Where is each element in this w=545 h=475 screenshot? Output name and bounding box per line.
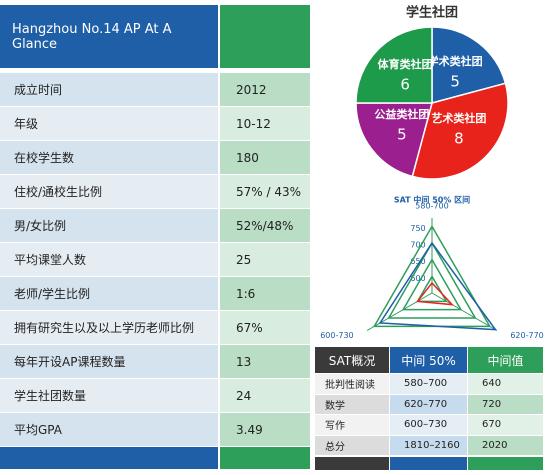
row-label: 成立时间: [0, 73, 218, 106]
axis-label: 580-700: [415, 202, 448, 211]
footer-bar: [220, 447, 310, 469]
row-label: 男/女比例: [0, 209, 218, 242]
slice-label: 公益类社团: [374, 107, 429, 121]
sat-header: 中间 50%: [390, 347, 467, 373]
sat-header: 中间值: [468, 347, 543, 373]
pie-slice: [355, 26, 433, 104]
footer-bar: [468, 457, 543, 470]
r-tick-label: 600: [410, 274, 425, 283]
pie-slice: [355, 102, 433, 178]
row-label: 年级: [0, 107, 218, 140]
sat-cell: 写作: [315, 415, 389, 435]
sat-cell: 600–730: [390, 415, 467, 435]
slice-value: 6: [400, 76, 410, 94]
footer-bar: [0, 447, 218, 469]
row-label: 拥有研究生以及以上学历老师比例: [0, 311, 218, 344]
row-value: 52%/48%: [220, 209, 310, 242]
radar-series: [378, 241, 498, 331]
chart-title: SAT 中间 50% 区间: [394, 195, 470, 205]
sat-cell: 数学: [315, 394, 389, 414]
pie-slice: [411, 82, 509, 180]
footer-bar: [315, 457, 389, 470]
row-value: 24: [220, 379, 310, 412]
slice-value: 8: [454, 129, 464, 147]
row-label: 平均GPA: [0, 413, 218, 446]
slice-label: 学术类社团: [428, 54, 483, 68]
sat-cell: 720: [468, 394, 543, 414]
axis-label: 600-730: [320, 331, 353, 340]
row-value: 180: [220, 141, 310, 174]
row-value: 25: [220, 243, 310, 276]
pie-slice: [431, 26, 507, 104]
table-title: Hangzhou No.14 AP At A Glance: [0, 5, 218, 68]
slice-label: 体育类社团: [378, 57, 433, 71]
slice-label: 艺术类社团: [431, 111, 486, 125]
r-tick-label: 650: [410, 257, 425, 266]
header-cell: [220, 5, 310, 68]
row-value: 67%: [220, 311, 310, 344]
grid-line: [416, 274, 448, 303]
row-value: 2012: [220, 73, 310, 106]
row-label: 每年开设AP课程数量: [0, 345, 218, 378]
r-tick-label: 750: [410, 224, 425, 233]
footer-bar: [390, 457, 467, 470]
row-value: 3.49: [220, 413, 310, 446]
slice-value: 5: [397, 126, 407, 144]
row-label: 在校学生数: [0, 141, 218, 174]
row-label: 平均课堂人数: [0, 243, 218, 276]
sat-cell: 670: [468, 415, 543, 435]
grid-line: [401, 258, 463, 311]
axis-line: [431, 292, 498, 331]
row-label: 住校/通校生比例: [0, 175, 218, 208]
axis-label: 620-770: [510, 331, 543, 340]
chart-title: 学生社团: [406, 5, 458, 21]
sat-header: SAT概况: [315, 347, 389, 373]
sat-cell: 2020: [468, 435, 543, 455]
radar-series: [416, 281, 455, 306]
sat-cell: 总分: [315, 435, 389, 455]
r-tick-label: 700: [410, 241, 425, 250]
slice-value: 5: [450, 72, 460, 90]
row-value: 10-12: [220, 107, 310, 140]
sat-cell: 批判性阅读: [315, 374, 389, 394]
row-value: 1:6: [220, 277, 310, 310]
sat-cell: 640: [468, 374, 543, 394]
axis-line: [366, 292, 433, 331]
grid-line: [387, 241, 477, 319]
sat-cell: 1810–2160: [390, 435, 467, 455]
sat-cell: 620–770: [390, 394, 467, 414]
row-label: 老师/学生比例: [0, 277, 218, 310]
sat-cell: 580–700: [390, 374, 467, 394]
row-value: 57% / 43%: [220, 175, 310, 208]
row-value: 13: [220, 345, 310, 378]
row-label: 学生社团数量: [0, 379, 218, 412]
